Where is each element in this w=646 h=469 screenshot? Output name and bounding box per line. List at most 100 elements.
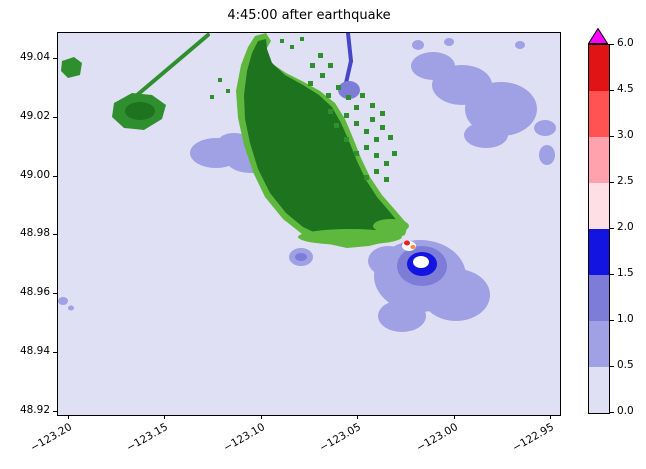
colorbar-tick-mark xyxy=(610,182,614,183)
colorbar-tick-label: 2.0 xyxy=(617,221,634,233)
x-tick-mark xyxy=(67,415,69,419)
map-shape xyxy=(410,245,416,249)
y-tick-mark xyxy=(53,175,57,177)
colorbar-tick-label: 4.5 xyxy=(617,83,634,95)
marsh-cell xyxy=(370,117,375,122)
marsh-cell xyxy=(370,103,375,108)
marsh-cell xyxy=(344,137,349,142)
marsh-cell xyxy=(380,125,385,130)
x-tick-label: −123.20 xyxy=(28,421,74,455)
colorbar-tick-label: 6.0 xyxy=(617,37,634,49)
marsh-cell xyxy=(280,39,284,43)
marsh-cell xyxy=(364,175,369,180)
y-tick-mark xyxy=(53,57,57,59)
marsh-cell xyxy=(354,121,359,126)
x-tick-label: −123.15 xyxy=(124,421,171,455)
marsh-cell xyxy=(360,93,365,98)
map-svg xyxy=(58,33,560,415)
marsh-cell xyxy=(328,63,333,68)
marsh-cell xyxy=(374,153,379,158)
map-shape xyxy=(128,33,210,103)
colorbar-tick-mark xyxy=(610,44,614,45)
map-shape xyxy=(344,59,353,85)
colorbar-tick-label: 0.0 xyxy=(617,405,634,417)
marsh-cell xyxy=(344,113,349,118)
map-shape xyxy=(61,57,82,78)
y-tick-label: 48.94 xyxy=(19,344,50,357)
map-shape xyxy=(218,133,250,151)
map-shape xyxy=(295,253,307,261)
marsh-cell xyxy=(226,89,230,93)
y-tick-mark xyxy=(53,293,57,295)
marsh-cell xyxy=(290,45,294,49)
marsh-cell xyxy=(334,123,339,128)
colorbar-tick-label: 1.5 xyxy=(617,267,634,279)
x-tick-mark xyxy=(550,415,552,419)
y-tick-mark xyxy=(53,351,57,353)
colorbar-tick-label: 3.0 xyxy=(617,129,634,141)
y-tick-label: 48.92 xyxy=(19,403,50,416)
marsh-cell xyxy=(328,109,333,114)
map-shape xyxy=(539,145,555,165)
colorbar-tick-label: 0.5 xyxy=(617,359,634,371)
marsh-cell xyxy=(392,151,397,156)
y-tick-label: 49.00 xyxy=(19,168,50,181)
map-shape xyxy=(244,39,398,241)
colorbar-tick-mark xyxy=(610,136,614,137)
colorbar-tick-mark xyxy=(610,274,614,275)
x-tick-label: −123.00 xyxy=(414,421,460,455)
marsh-cell xyxy=(364,145,369,150)
marsh-cell xyxy=(364,129,369,134)
y-tick-label: 48.98 xyxy=(19,227,50,240)
over-triangle-shape xyxy=(588,28,608,44)
colorbar-segment xyxy=(589,45,609,91)
map-shape xyxy=(404,240,410,246)
colorbar-segment xyxy=(589,367,609,413)
x-tick-mark xyxy=(357,415,359,419)
colorbar-segment xyxy=(589,229,609,275)
marsh-cell xyxy=(374,169,379,174)
y-tick-label: 49.04 xyxy=(19,50,50,63)
marsh-cell xyxy=(354,151,359,156)
colorbar-tick-mark xyxy=(610,366,614,367)
map-shape xyxy=(413,256,429,268)
marsh-cell xyxy=(380,111,385,116)
x-tick-mark xyxy=(260,415,262,419)
marsh-cell xyxy=(300,37,304,41)
x-tick-mark xyxy=(453,415,455,419)
map-shape xyxy=(534,120,556,136)
marsh-cell xyxy=(388,135,393,140)
y-tick-label: 49.02 xyxy=(19,109,50,122)
plot-area xyxy=(57,32,561,416)
map-shape xyxy=(338,81,360,99)
colorbar-tick-label: 1.0 xyxy=(617,313,634,325)
map-shape xyxy=(58,297,68,305)
map-shape xyxy=(68,305,74,311)
map-shape xyxy=(515,41,525,49)
colorbar-tick-mark xyxy=(610,90,614,91)
marsh-cell xyxy=(218,78,222,82)
colorbar xyxy=(588,44,610,414)
colorbar-segment xyxy=(589,183,609,229)
colorbar-over-triangle xyxy=(588,28,608,44)
colorbar-tick-mark xyxy=(610,412,614,413)
colorbar-tick-label: 2.5 xyxy=(617,175,634,187)
marsh-cell xyxy=(336,85,341,90)
marsh-cell xyxy=(308,81,313,86)
colorbar-segment xyxy=(589,275,609,321)
y-tick-mark xyxy=(53,410,57,412)
colorbar-segment xyxy=(589,321,609,367)
x-tick-mark xyxy=(164,415,166,419)
colorbar-tick-mark xyxy=(610,228,614,229)
map-shape xyxy=(412,40,424,50)
colorbar-tick-mark xyxy=(610,320,614,321)
colorbar-segment xyxy=(589,137,609,183)
map-shape xyxy=(422,269,490,321)
x-tick-label: −123.10 xyxy=(221,421,267,455)
marsh-cell xyxy=(346,95,351,100)
marsh-cell xyxy=(310,63,315,68)
chart-title: 4:45:00 after earthquake xyxy=(227,8,391,23)
map-shape xyxy=(373,219,409,233)
map-shape xyxy=(378,300,426,332)
